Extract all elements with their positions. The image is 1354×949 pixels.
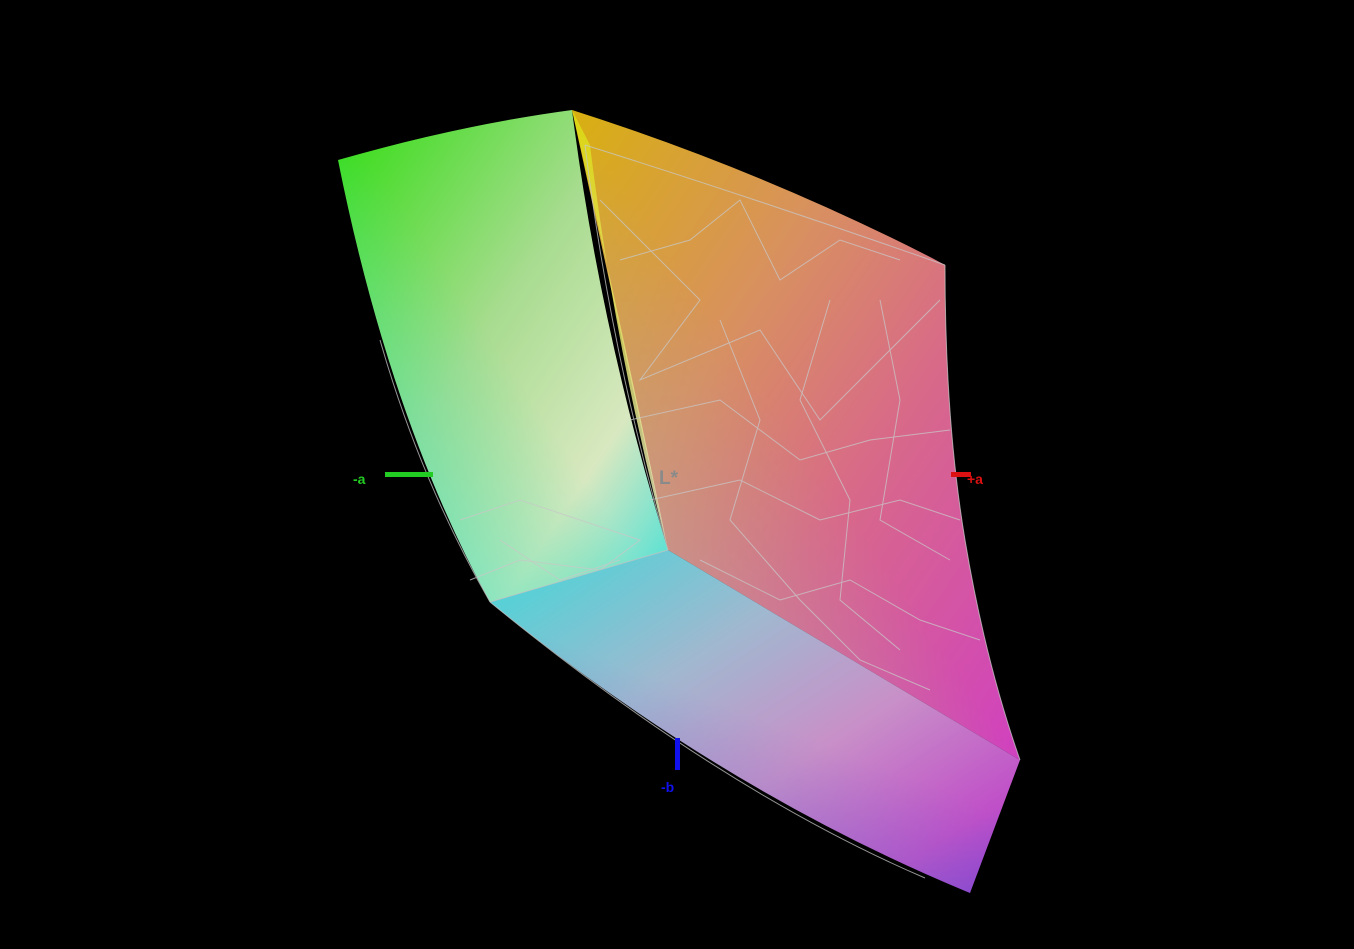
face-blue-shade (490, 550, 1020, 893)
lightness-axis-label: L* (659, 468, 678, 489)
neg-a-axis-label: -a (353, 471, 366, 487)
neg-a-axis-bar (385, 472, 433, 477)
pos-a-axis-label: +a (967, 471, 983, 487)
neg-b-axis-bar (675, 738, 680, 770)
face-yellow-edge (572, 110, 668, 550)
face-cyan-shade (338, 110, 668, 602)
face-red-shade (572, 110, 1020, 760)
pos-a-axis-bar (951, 472, 971, 477)
neg-b-axis-label: -b (661, 779, 675, 795)
